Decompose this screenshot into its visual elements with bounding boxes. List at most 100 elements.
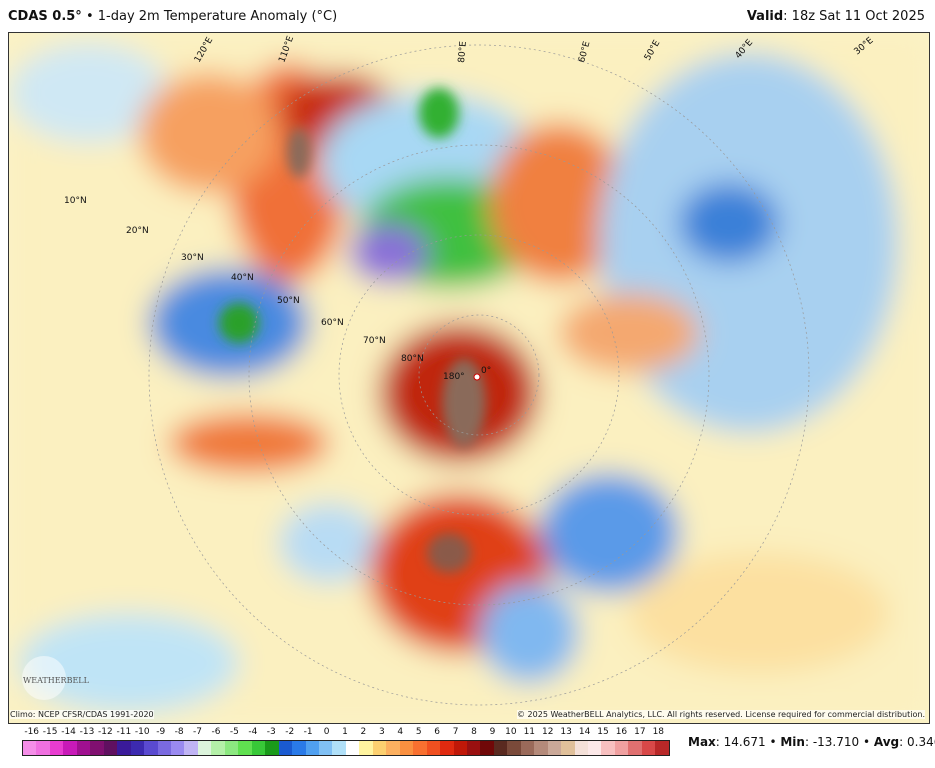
colorbar-swatch (292, 741, 306, 755)
colorbar-tick-label: 10 (505, 727, 517, 737)
weatherbell-logo: WEATHERBELL (22, 656, 90, 700)
colorbar-swatch (493, 741, 508, 755)
colorbar-tick-label: -4 (248, 727, 258, 737)
colorbar-swatch (278, 741, 293, 755)
colorbar-swatch (561, 741, 575, 755)
colorbar-swatch (211, 741, 225, 755)
valid-value: : 18z Sat 11 Oct 2025 (783, 9, 925, 24)
colorbar-swatch (399, 741, 414, 755)
colorbar-swatch (305, 741, 319, 755)
colorbar-swatch (372, 741, 387, 755)
lon-label: 0° (481, 366, 491, 376)
colorbar-swatch (170, 741, 185, 755)
product-title: 1-day 2m Temperature Anomaly (°C) (97, 9, 338, 24)
colorbar-tick-label: -2 (285, 727, 295, 737)
colorbar-tick-label: 3 (378, 727, 385, 737)
colorbar-tick-label: -7 (193, 727, 203, 737)
colorbar-tick-label: -11 (116, 727, 132, 737)
colorbar-tick-label: -1 (303, 727, 313, 737)
colorbar-tick-label: 17 (634, 727, 646, 737)
colorbar-swatch (534, 741, 548, 755)
colorbar-swatch (318, 741, 333, 755)
colorbar-tick-label: 7 (452, 727, 459, 737)
lon-label: 180° (443, 372, 465, 382)
colorbar-swatch (265, 741, 279, 755)
colorbar-swatch (655, 741, 669, 755)
colorbar-swatch (332, 741, 346, 755)
colorbar-tick-label: -9 (156, 727, 166, 737)
colorbar-swatch (547, 741, 562, 755)
min-label: Min (780, 735, 805, 749)
colorbar-swatch (238, 741, 252, 755)
colorbar-tick-label: -15 (42, 727, 58, 737)
logo-text: WEATHERBELL (23, 676, 90, 685)
model-name: CDAS 0.5° (8, 9, 82, 24)
colorbar (22, 740, 670, 756)
colorbar-swatch (520, 741, 535, 755)
colorbar-swatch (117, 741, 131, 755)
colorbar-swatch (588, 741, 602, 755)
lat-label: 80°N (401, 354, 424, 364)
colorbar-tick-label: -5 (229, 727, 239, 737)
colorbar-swatch (76, 741, 91, 755)
copyright-note: © 2025 WeatherBELL Analytics, LLC. All r… (517, 710, 925, 719)
colorbar-tick-label: -13 (79, 727, 95, 737)
colorbar-tick-label: 12 (541, 727, 554, 737)
lat-label: 50°N (277, 296, 300, 306)
colorbar-tick-label: 11 (523, 727, 536, 737)
colorbar-swatch (184, 741, 198, 755)
colorbar-swatch (628, 741, 642, 755)
colorbar-tick-label: -8 (174, 727, 184, 737)
colorbar-swatch (345, 741, 360, 755)
colorbar-tick-label: 15 (597, 727, 609, 737)
colorbar-tick-label: -12 (98, 727, 113, 737)
colorbar-tick-label: 18 (652, 727, 665, 737)
colorbar-tick-label: -10 (134, 727, 150, 737)
colorbar-ticks: -16 -15 -14 -13 -12 -11 -10 -9 -8 -7 -6 -5 -4 -3 -2 -1 0… (22, 727, 668, 739)
colorbar-swatch (641, 741, 656, 755)
max-value: : 14.671 (715, 735, 766, 749)
colorbar-tick-label: -6 (211, 727, 221, 737)
colorbar-swatch (440, 741, 454, 755)
colorbar-swatch (386, 741, 400, 755)
colorbar-swatch (574, 741, 589, 755)
colorbar-tick-label: 14 (578, 727, 591, 737)
colorbar-tick-label: -14 (61, 727, 76, 737)
colorbar-swatch (426, 741, 441, 755)
colorbar-swatch (130, 741, 145, 755)
lat-label: 60°N (321, 318, 344, 328)
colorbar-tick-label: 2 (360, 727, 367, 737)
colorbar-swatch (601, 741, 615, 755)
map-title: CDAS 0.5° • 1-day 2m Temperature Anomaly… (8, 9, 337, 24)
colorbar-tick-label: -3 (266, 727, 276, 737)
colorbar-tick-label: -16 (24, 727, 40, 737)
colorbar-swatch (359, 741, 373, 755)
avg-label: Avg (873, 735, 900, 749)
lat-label: 20°N (126, 226, 149, 236)
colorbar-swatch (157, 741, 171, 755)
lat-label: 30°N (181, 253, 204, 263)
climo-note: Climo: NCEP CFSR/CDAS 1991-2020 (10, 710, 154, 719)
colorbar-swatch (413, 741, 427, 755)
graticule (148, 44, 810, 706)
lat-label: 40°N (231, 273, 254, 283)
colorbar-tick-label: 4 (397, 727, 404, 737)
colorbar-tick-label: 9 (489, 727, 496, 737)
colorbar-swatch (453, 741, 467, 755)
lat-label: 10°N (64, 196, 87, 206)
colorbar-swatch (63, 741, 77, 755)
anomaly-field (9, 33, 929, 723)
colorbar-swatch (507, 741, 521, 755)
valid-time: Valid: 18z Sat 11 Oct 2025 (747, 9, 925, 24)
colorbar-swatch (614, 741, 629, 755)
max-label: Max (688, 735, 716, 749)
colorbar-tick-label: 6 (434, 727, 441, 737)
separator: • (765, 735, 781, 749)
colorbar-swatch (251, 741, 266, 755)
colorbar-tick-label: 16 (615, 727, 628, 737)
colorbar-swatch (466, 741, 481, 755)
separator: • (859, 735, 874, 749)
colorbar-swatch (23, 741, 37, 755)
colorbar-swatch (103, 741, 118, 755)
